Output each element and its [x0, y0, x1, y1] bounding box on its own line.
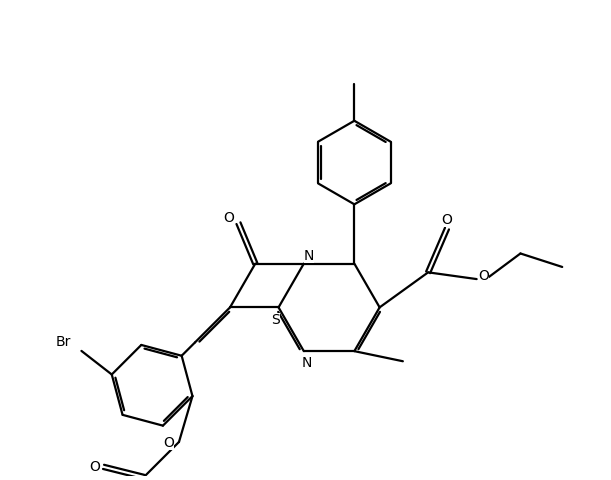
Text: Br: Br: [56, 335, 71, 349]
Text: O: O: [223, 211, 234, 225]
Text: O: O: [164, 436, 174, 450]
Text: N: N: [302, 356, 312, 370]
Text: O: O: [478, 269, 489, 283]
Text: S: S: [271, 312, 280, 326]
Text: O: O: [442, 213, 452, 227]
Text: O: O: [89, 460, 100, 474]
Text: N: N: [304, 249, 315, 263]
